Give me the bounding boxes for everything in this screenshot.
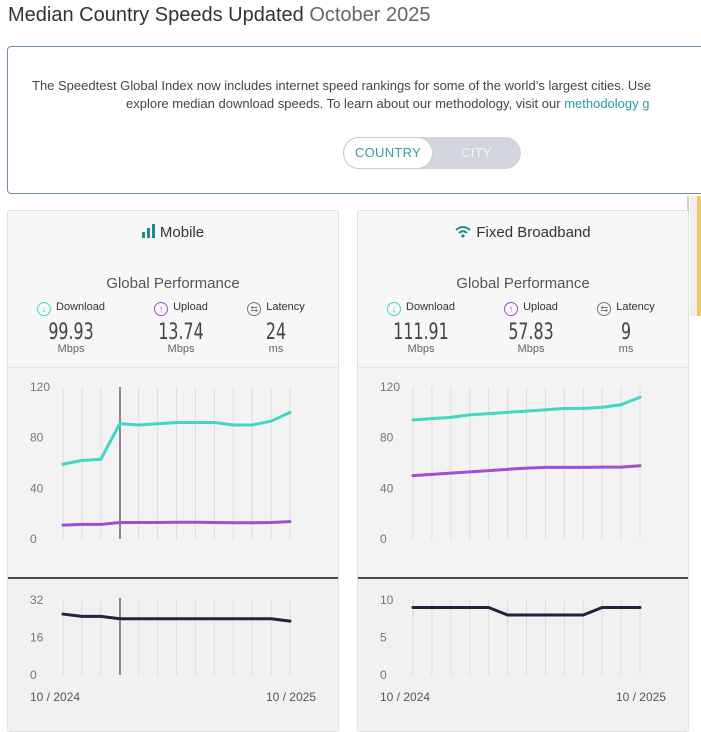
- fixed-speed-series-0: [411, 395, 642, 422]
- fixed-download-value: 111.91: [393, 320, 449, 345]
- mobile-latency-unit: ms: [268, 343, 284, 355]
- latency-panel-bg: [358, 577, 688, 731]
- mobile-latency-xlabel-start: 10 / 2024: [30, 690, 80, 704]
- mobile-upload-label: Upload: [173, 301, 208, 313]
- adjacent-panel-accent: [697, 196, 701, 316]
- download-arrow-icon: ↓: [387, 302, 402, 316]
- signal-bars-icon: [141, 224, 155, 242]
- fixed-latency-xlabel-start: 10 / 2024: [380, 690, 430, 704]
- fixed-charts[interactable]: 0 40 80 120 0 5 10 10 / 2024 10 / 2025: [358, 367, 688, 731]
- toggle-city[interactable]: CITY: [461, 145, 492, 160]
- mobile-latency-series-0: [61, 612, 292, 623]
- fixed-upload-unit: Mbps: [517, 343, 545, 355]
- mobile-charts[interactable]: 0 40 80 120 0 16 32 10 / 2024 10 / 2025: [8, 367, 338, 731]
- fixed-card-title: Fixed Broadband: [358, 224, 688, 242]
- mobile-latency-ytick-label: 16: [30, 631, 44, 645]
- mobile-upload-value: 13.74: [158, 320, 204, 345]
- upload-arrow-icon: ↑: [154, 302, 169, 316]
- info-line-2-text: explore median download speeds. To learn…: [126, 96, 565, 111]
- fixed-latency-value: 9: [620, 320, 632, 345]
- mobile-speed-ytick-label: 40: [30, 481, 44, 495]
- info-line-2: explore median download speeds. To learn…: [126, 95, 649, 113]
- mobile-latency-xlabel-end: 10 / 2025: [266, 690, 316, 704]
- mobile-download-metric: ↓ Download 99.93 Mbps: [26, 301, 116, 355]
- mobile-speed-ytick-label: 0: [30, 532, 37, 546]
- fixed-download-metric: ↓ Download 111.91 Mbps: [376, 301, 466, 355]
- mobile-upload-unit: Mbps: [167, 343, 195, 355]
- fixed-latency-unit: ms: [618, 343, 634, 355]
- download-arrow-icon: ↓: [37, 302, 52, 316]
- page-title-main: Median Country Speeds Updated: [8, 4, 304, 26]
- mobile-upload-metric: ↑ Upload 13.74 Mbps: [136, 301, 226, 355]
- fixed-latency-ytick-label: 10: [380, 593, 394, 607]
- info-panel: The Speedtest Global Index now includes …: [7, 46, 701, 194]
- mobile-card: Mobile Global Performance ↓ Download 99.9…: [7, 210, 339, 732]
- mobile-download-label: Download: [56, 301, 105, 313]
- fixed-title-label: Fixed Broadband: [476, 224, 591, 241]
- mobile-latency-ytick-label: 32: [30, 593, 44, 607]
- fixed-speed-ytick-label: 120: [380, 380, 400, 394]
- mobile-speed-series-0: [61, 410, 292, 466]
- mobile-speed-ytick-label: 80: [30, 431, 44, 445]
- fixed-speed-series-1: [411, 464, 642, 478]
- mobile-latency-metric: ⇆ Latency 24 ms: [231, 301, 321, 355]
- fixed-speed-ytick-label: 40: [380, 481, 394, 495]
- fixed-upload-label: Upload: [523, 301, 558, 313]
- fixed-latency-metric: ⇆ Latency 9 ms: [581, 301, 671, 355]
- fixed-upload-value: 57.83: [508, 320, 554, 345]
- mobile-download-value: 99.93: [48, 320, 94, 345]
- mobile-latency-ytick-label: 0: [30, 668, 37, 682]
- latency-icon: ⇆: [247, 302, 262, 316]
- mobile-speed-series-1: [61, 520, 292, 527]
- page-title: Median Country Speeds Updated October 20…: [8, 4, 431, 27]
- fixed-speed-ytick-label: 80: [380, 431, 394, 445]
- mobile-latency-value: 24: [265, 320, 287, 345]
- mobile-latency-label: Latency: [266, 301, 305, 313]
- latency-icon: ⇆: [597, 302, 612, 316]
- mobile-card-title: Mobile: [8, 224, 338, 242]
- fixed-upload-metric: ↑ Upload 57.83 Mbps: [486, 301, 576, 355]
- latency-panel-bg: [8, 577, 338, 731]
- fixed-latency-ytick-label: 0: [380, 668, 387, 682]
- info-line-1: The Speedtest Global Index now includes …: [32, 78, 652, 93]
- mobile-title-label: Mobile: [159, 224, 205, 241]
- fixed-summary: Fixed Broadband Global Performance ↓ Down…: [358, 211, 688, 368]
- wifi-icon: [455, 225, 472, 242]
- fixed-latency-label: Latency: [616, 301, 655, 313]
- page-title-date: October 2025: [309, 4, 431, 26]
- mobile-speed-ytick-label: 120: [30, 380, 50, 394]
- adjacent-panel-edge: [690, 196, 701, 316]
- fixed-card: Fixed Broadband Global Performance ↓ Down…: [357, 210, 689, 732]
- mobile-summary: Mobile Global Performance ↓ Download 99.9…: [8, 211, 338, 368]
- fixed-download-unit: Mbps: [407, 343, 435, 355]
- toggle-country[interactable]: COUNTRY: [343, 137, 433, 169]
- fixed-download-label: Download: [406, 301, 455, 313]
- mobile-performance-title: Global Performance: [106, 275, 240, 292]
- fixed-latency-ytick-label: 5: [380, 631, 387, 645]
- upload-arrow-icon: ↑: [504, 302, 519, 316]
- country-city-toggle[interactable]: COUNTRY CITY: [343, 137, 521, 169]
- methodology-link[interactable]: methodology g: [564, 96, 650, 111]
- fixed-speed-ytick-label: 0: [380, 532, 387, 546]
- fixed-latency-series-0: [411, 606, 642, 617]
- fixed-performance-title: Global Performance: [456, 275, 590, 292]
- mobile-download-unit: Mbps: [57, 343, 85, 355]
- fixed-latency-xlabel-end: 10 / 2025: [616, 690, 666, 704]
